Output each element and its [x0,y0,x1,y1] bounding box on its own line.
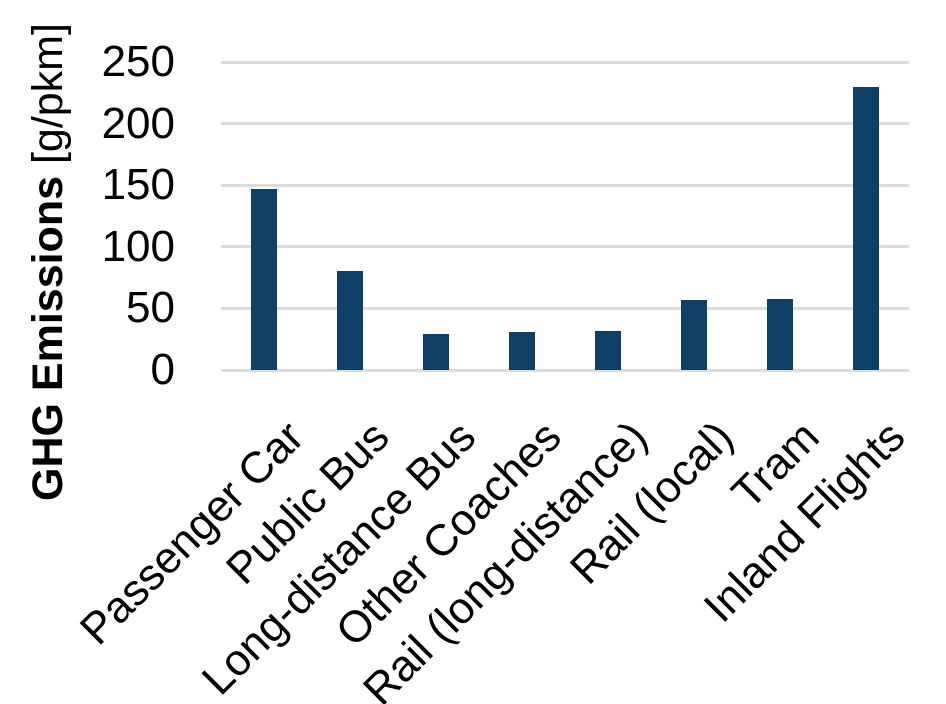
gridline-50 [221,306,909,310]
bar-passenger-car [251,188,277,370]
gridline-200 [221,122,909,126]
y-tick-label-100: 100 [101,221,175,271]
gridline-150 [221,183,909,187]
gridline-0 [221,368,909,372]
gridline-250 [221,60,909,64]
gridline-100 [221,245,909,249]
bar-tram [767,298,793,370]
y-tick-label-50: 50 [126,283,175,333]
y-tick-label-250: 250 [101,37,175,86]
y-tick-label-0: 0 [150,345,175,394]
bar-public-bus [337,271,363,370]
y-tick-label-150: 150 [101,160,175,210]
y-tick-label-200: 200 [101,98,175,148]
bar-other-coaches [509,331,535,370]
bar-rail-local [681,299,707,370]
plot-area [221,60,909,372]
bar-inland-flights [853,86,879,370]
bar-rail-long-distance [595,330,621,370]
bar-long-distance-bus [423,334,449,370]
